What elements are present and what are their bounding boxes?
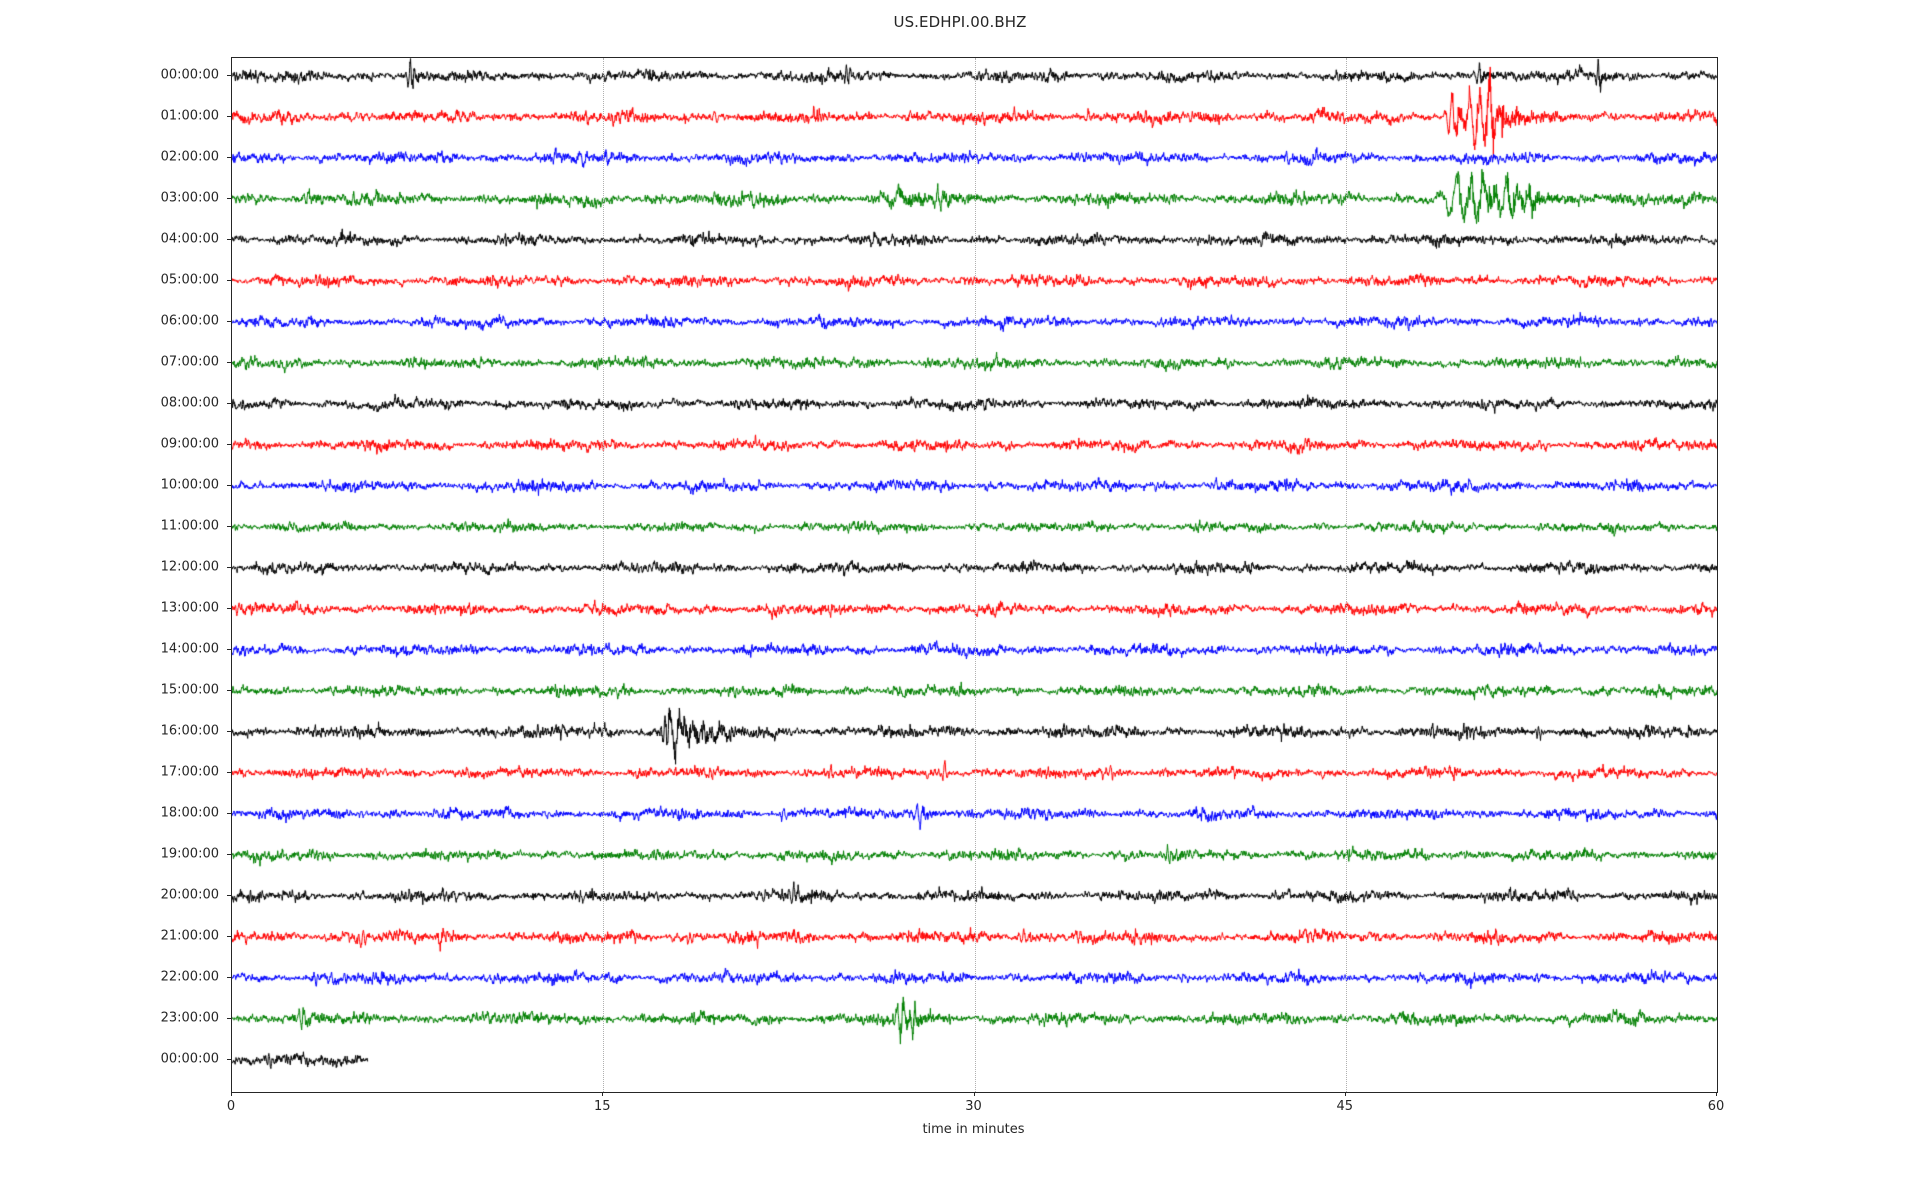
x-tick-label-60: 60 (1707, 1099, 1725, 1114)
y-tick-mark-22 (227, 977, 231, 978)
y-tick-label-1: 01:00:00 (160, 108, 219, 124)
y-tick-mark-11 (227, 526, 231, 527)
y-tick-label-10: 10:00:00 (160, 477, 219, 493)
x-tick-label-45: 45 (1336, 1099, 1354, 1114)
y-tick-mark-21 (227, 936, 231, 937)
x-tick-mark-15 (602, 1092, 604, 1096)
y-tick-label-12: 12:00:00 (160, 559, 219, 575)
y-tick-label-2: 02:00:00 (160, 149, 219, 165)
y-tick-label-19: 19:00:00 (160, 846, 219, 862)
y-tick-mark-14 (227, 649, 231, 650)
y-tick-mark-4 (227, 239, 231, 240)
y-tick-label-14: 14:00:00 (160, 641, 219, 657)
y-tick-label-6: 06:00:00 (160, 313, 219, 329)
y-tick-label-7: 07:00:00 (160, 354, 219, 370)
y-tick-mark-1 (227, 116, 231, 117)
y-tick-label-13: 13:00:00 (160, 600, 219, 616)
y-tick-mark-23 (227, 1018, 231, 1019)
y-tick-mark-0 (227, 75, 231, 76)
y-tick-label-4: 04:00:00 (160, 231, 219, 247)
y-tick-label-20: 20:00:00 (160, 887, 219, 903)
gridline-45 (1345, 58, 1347, 1092)
gridline-30 (974, 58, 976, 1092)
y-tick-mark-13 (227, 608, 231, 609)
y-tick-label-24: 00:00:00 (160, 1051, 219, 1067)
y-tick-mark-16 (227, 731, 231, 732)
x-tick-mark-0 (231, 1092, 232, 1096)
y-tick-mark-6 (227, 321, 231, 322)
y-tick-label-9: 09:00:00 (160, 436, 219, 452)
y-tick-label-16: 16:00:00 (160, 723, 219, 739)
y-tick-mark-7 (227, 362, 231, 363)
y-tick-label-0: 00:00:00 (160, 67, 219, 83)
y-tick-mark-2 (227, 157, 231, 158)
x-axis-label: time in minutes (922, 1122, 1025, 1137)
y-tick-label-23: 23:00:00 (160, 1010, 219, 1026)
y-tick-mark-9 (227, 444, 231, 445)
gridline-15 (603, 58, 605, 1092)
y-tick-label-11: 11:00:00 (160, 518, 219, 534)
y-tick-mark-12 (227, 567, 231, 568)
y-tick-label-15: 15:00:00 (160, 682, 219, 698)
y-tick-mark-17 (227, 772, 231, 773)
y-tick-mark-15 (227, 690, 231, 691)
plot-area (231, 57, 1718, 1093)
x-tick-label-15: 15 (593, 1099, 611, 1114)
y-tick-label-5: 05:00:00 (160, 272, 219, 288)
y-tick-mark-24 (227, 1059, 231, 1060)
page-title: US.EDHPI.00.BHZ (893, 13, 1027, 31)
y-tick-mark-18 (227, 813, 231, 814)
y-tick-mark-20 (227, 895, 231, 896)
y-tick-mark-8 (227, 403, 231, 404)
x-tick-label-30: 30 (965, 1099, 982, 1114)
y-tick-mark-19 (227, 854, 231, 855)
y-tick-label-18: 18:00:00 (160, 805, 219, 821)
y-tick-label-8: 08:00:00 (160, 395, 219, 411)
y-tick-label-17: 17:00:00 (160, 764, 219, 780)
y-tick-label-22: 22:00:00 (160, 969, 219, 985)
x-tick-mark-45 (1344, 1092, 1346, 1096)
y-tick-mark-10 (227, 485, 231, 486)
y-tick-label-3: 03:00:00 (160, 190, 219, 206)
x-tick-label-0: 0 (226, 1099, 236, 1114)
x-tick-mark-30 (973, 1092, 975, 1096)
y-tick-label-21: 21:00:00 (160, 928, 219, 944)
y-tick-mark-3 (227, 198, 231, 199)
x-tick-mark-60 (1716, 1092, 1717, 1096)
y-tick-mark-5 (227, 280, 231, 281)
